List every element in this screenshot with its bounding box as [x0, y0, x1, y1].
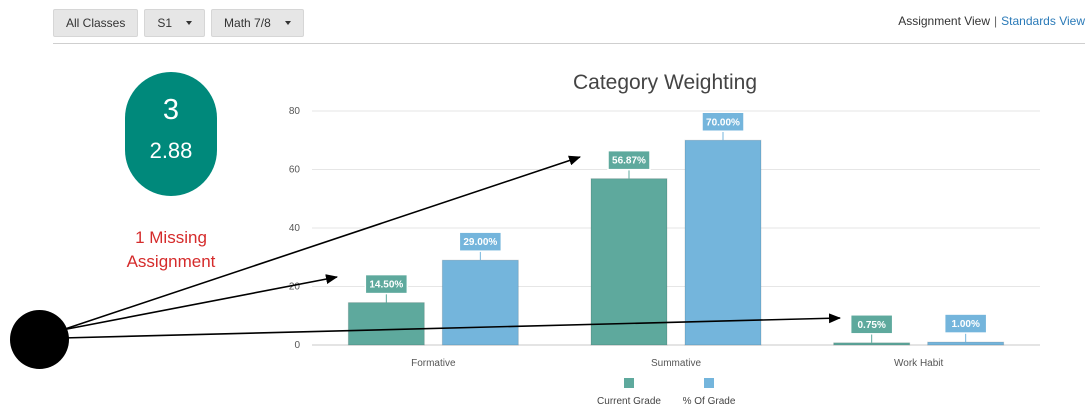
bar-current-grade[interactable]: [590, 178, 668, 346]
grade-badge: 3 2.88: [125, 72, 217, 196]
view-switcher: Assignment View | Standards View: [898, 14, 1085, 28]
missing-assignments[interactable]: 1 Missing Assignment: [100, 226, 242, 274]
legend-swatch[interactable]: [624, 378, 634, 388]
bar-percent-of-grade[interactable]: [927, 341, 1005, 346]
chevron-down-icon: [186, 21, 193, 25]
data-label-box: [701, 111, 745, 132]
assignment-view-label: Assignment View: [898, 14, 991, 28]
legend-swatch[interactable]: [704, 378, 714, 388]
data-label-box: [607, 149, 651, 171]
data-label: 56.87%: [612, 156, 646, 167]
data-label-box: [943, 313, 988, 334]
data-label: 70.00%: [706, 117, 740, 128]
bar-current-grade[interactable]: [833, 342, 911, 346]
annotation-dot: [10, 310, 69, 369]
term-label: S1: [157, 16, 173, 30]
missing-count-label: 1 Missing: [135, 228, 207, 247]
all-classes-button[interactable]: All Classes: [53, 9, 139, 37]
data-label: 1.00%: [951, 319, 979, 330]
missing-text-label: Assignment: [126, 252, 216, 271]
view-separator: |: [994, 14, 998, 28]
data-label: 14.50%: [369, 280, 403, 291]
standards-view-link[interactable]: Standards View: [1001, 14, 1085, 28]
bar-percent-of-grade[interactable]: [441, 259, 519, 346]
grade-score: 2.88: [149, 138, 193, 163]
annotation-arrow-summative: [61, 155, 581, 331]
course-dropdown[interactable]: Math 7/8: [211, 9, 304, 37]
x-tick-label: Summative: [651, 358, 701, 369]
y-tick-label: 0: [294, 340, 300, 351]
data-label-box: [849, 314, 894, 335]
x-tick-label: Work Habit: [894, 358, 943, 369]
x-tick-label: Formative: [411, 358, 456, 369]
grade-letter: 3: [162, 94, 180, 126]
data-label: 0.75%: [857, 320, 885, 331]
term-dropdown[interactable]: S1: [144, 9, 206, 37]
y-tick-label: 20: [289, 282, 301, 293]
toolbar: All Classes S1 Math 7/8: [53, 9, 304, 37]
bar-current-grade[interactable]: [347, 302, 425, 346]
bar-percent-of-grade[interactable]: [684, 139, 762, 346]
data-label: 29.00%: [463, 237, 497, 248]
chart-title: Category Weighting: [573, 71, 757, 94]
y-tick-label: 80: [289, 106, 301, 117]
annotation-arrows: [61, 155, 841, 339]
y-tick-label: 40: [289, 223, 301, 234]
all-classes-label: All Classes: [66, 16, 126, 30]
data-label-box: [364, 273, 409, 295]
chevron-down-icon: [284, 21, 291, 25]
data-label-box: [458, 231, 503, 252]
annotation-arrow-formative: [61, 274, 338, 331]
legend-label[interactable]: % Of Grade: [683, 396, 736, 406]
legend-label[interactable]: Current Grade: [597, 396, 661, 406]
annotation-arrow-work-habit: [61, 313, 841, 339]
course-label: Math 7/8: [224, 16, 271, 30]
header-divider: [53, 43, 1085, 44]
y-tick-label: 60: [289, 165, 301, 176]
